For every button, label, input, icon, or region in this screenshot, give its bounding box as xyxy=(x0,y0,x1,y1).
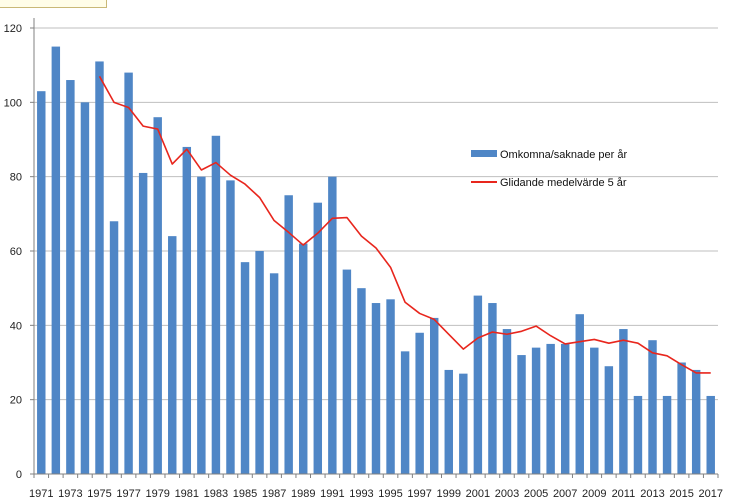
bar-1978 xyxy=(138,172,148,474)
x-tick-label: 1995 xyxy=(378,488,402,500)
bar-1996 xyxy=(400,351,410,474)
legend-label-bar: Omkomna/saknade per år xyxy=(500,149,628,161)
bar-1976 xyxy=(109,221,119,474)
bar-1974 xyxy=(80,102,90,474)
bar-2016 xyxy=(691,369,701,474)
x-tick-labels: 1971 1973 1975 1977 1979 1981 1983 1985 1987 1989… xyxy=(29,488,723,500)
x-tick-label: 1993 xyxy=(349,488,373,500)
bar-1977 xyxy=(124,72,133,474)
x-tick-label: 2005 xyxy=(524,488,548,500)
bar-1999 xyxy=(444,369,453,474)
moving-average-line xyxy=(98,75,711,374)
y-tick-label: 0 xyxy=(16,469,22,481)
bar-2013 xyxy=(648,340,657,474)
bar-2015 xyxy=(677,362,686,474)
x-tick-label: 2017 xyxy=(698,488,722,500)
bar-1980 xyxy=(168,236,177,474)
bar-2010 xyxy=(604,366,614,474)
bar-1994 xyxy=(371,303,381,474)
bar-1991 xyxy=(328,176,337,474)
bar-1982 xyxy=(197,176,206,474)
bar-1989 xyxy=(299,243,308,474)
bar-2006 xyxy=(546,343,555,474)
y-tick-label: 100 xyxy=(4,97,22,109)
bar-1997 xyxy=(415,332,424,474)
bar-1979 xyxy=(153,117,162,474)
bar-2009 xyxy=(590,347,599,474)
bar-2007 xyxy=(560,343,570,474)
legend-swatch-bar xyxy=(471,150,497,157)
y-tick-label: 120 xyxy=(4,23,22,35)
bar-1971 xyxy=(37,91,46,474)
x-tick-label: 1979 xyxy=(145,488,169,500)
x-tick-label: 2011 xyxy=(612,488,636,500)
bar-2001 xyxy=(473,295,483,474)
bar-2002 xyxy=(488,303,497,474)
x-tick-label: 1985 xyxy=(233,488,257,500)
x-tick-label: 1989 xyxy=(291,488,315,500)
bar-1986 xyxy=(255,251,264,474)
x-tick-label: 1971 xyxy=(29,488,53,500)
x-tick-label: 1997 xyxy=(407,488,431,500)
x-tick-label: 2001 xyxy=(466,488,490,500)
bar-2012 xyxy=(633,395,643,474)
bar-1998 xyxy=(429,317,439,474)
bar-series xyxy=(37,46,715,475)
bar-2004 xyxy=(517,355,526,474)
bar-1983 xyxy=(211,135,221,475)
x-tick-label: 1973 xyxy=(58,488,82,500)
bar-1985 xyxy=(240,262,250,474)
bar-2017 xyxy=(706,395,715,474)
legend-label-line: Glidande medelvärde 5 år xyxy=(500,177,627,189)
x-tick-label: 2015 xyxy=(669,488,693,500)
x-tick-label: 2003 xyxy=(495,488,519,500)
y-tick-labels: 0 20 40 60 80 100 120 xyxy=(4,23,22,481)
axes xyxy=(30,18,719,478)
x-tick-label: 1999 xyxy=(437,488,461,500)
bar-1988 xyxy=(284,195,293,474)
bar-2003 xyxy=(502,329,512,474)
bar-1975 xyxy=(95,61,104,474)
x-tick-label: 2009 xyxy=(582,488,606,500)
y-tick-label: 40 xyxy=(10,320,22,332)
bar-2011 xyxy=(619,329,628,474)
x-tick-label: 1981 xyxy=(175,488,199,500)
bar-1973 xyxy=(66,80,75,475)
bar-1972 xyxy=(51,46,61,474)
y-tick-label: 20 xyxy=(10,395,22,407)
bar-2014 xyxy=(662,395,672,474)
bar-1990 xyxy=(313,202,323,474)
bar-2000 xyxy=(459,373,468,474)
bar-1993 xyxy=(357,288,366,474)
bar-2005 xyxy=(531,347,541,474)
bar-1981 xyxy=(182,146,192,474)
bar-2008 xyxy=(575,314,584,474)
x-tick-label: 1977 xyxy=(116,488,140,500)
bar-1984 xyxy=(226,180,235,474)
y-tick-label: 80 xyxy=(10,172,22,184)
x-tick-label: 2007 xyxy=(553,488,577,500)
bar-1995 xyxy=(386,299,395,474)
y-tick-label: 60 xyxy=(10,246,22,258)
moving-average-series xyxy=(98,75,711,374)
x-tick-label: 1975 xyxy=(87,488,111,500)
x-tick-label: 2013 xyxy=(640,488,664,500)
legend: Omkomna/saknade per år Glidande medelvär… xyxy=(471,149,628,189)
x-tick-label: 1983 xyxy=(204,488,228,500)
bar-1992 xyxy=(342,269,352,474)
bar-1987 xyxy=(269,273,279,474)
corner-box xyxy=(0,0,107,8)
x-tick-label: 1991 xyxy=(320,488,344,500)
x-tick-label: 1987 xyxy=(262,488,286,500)
